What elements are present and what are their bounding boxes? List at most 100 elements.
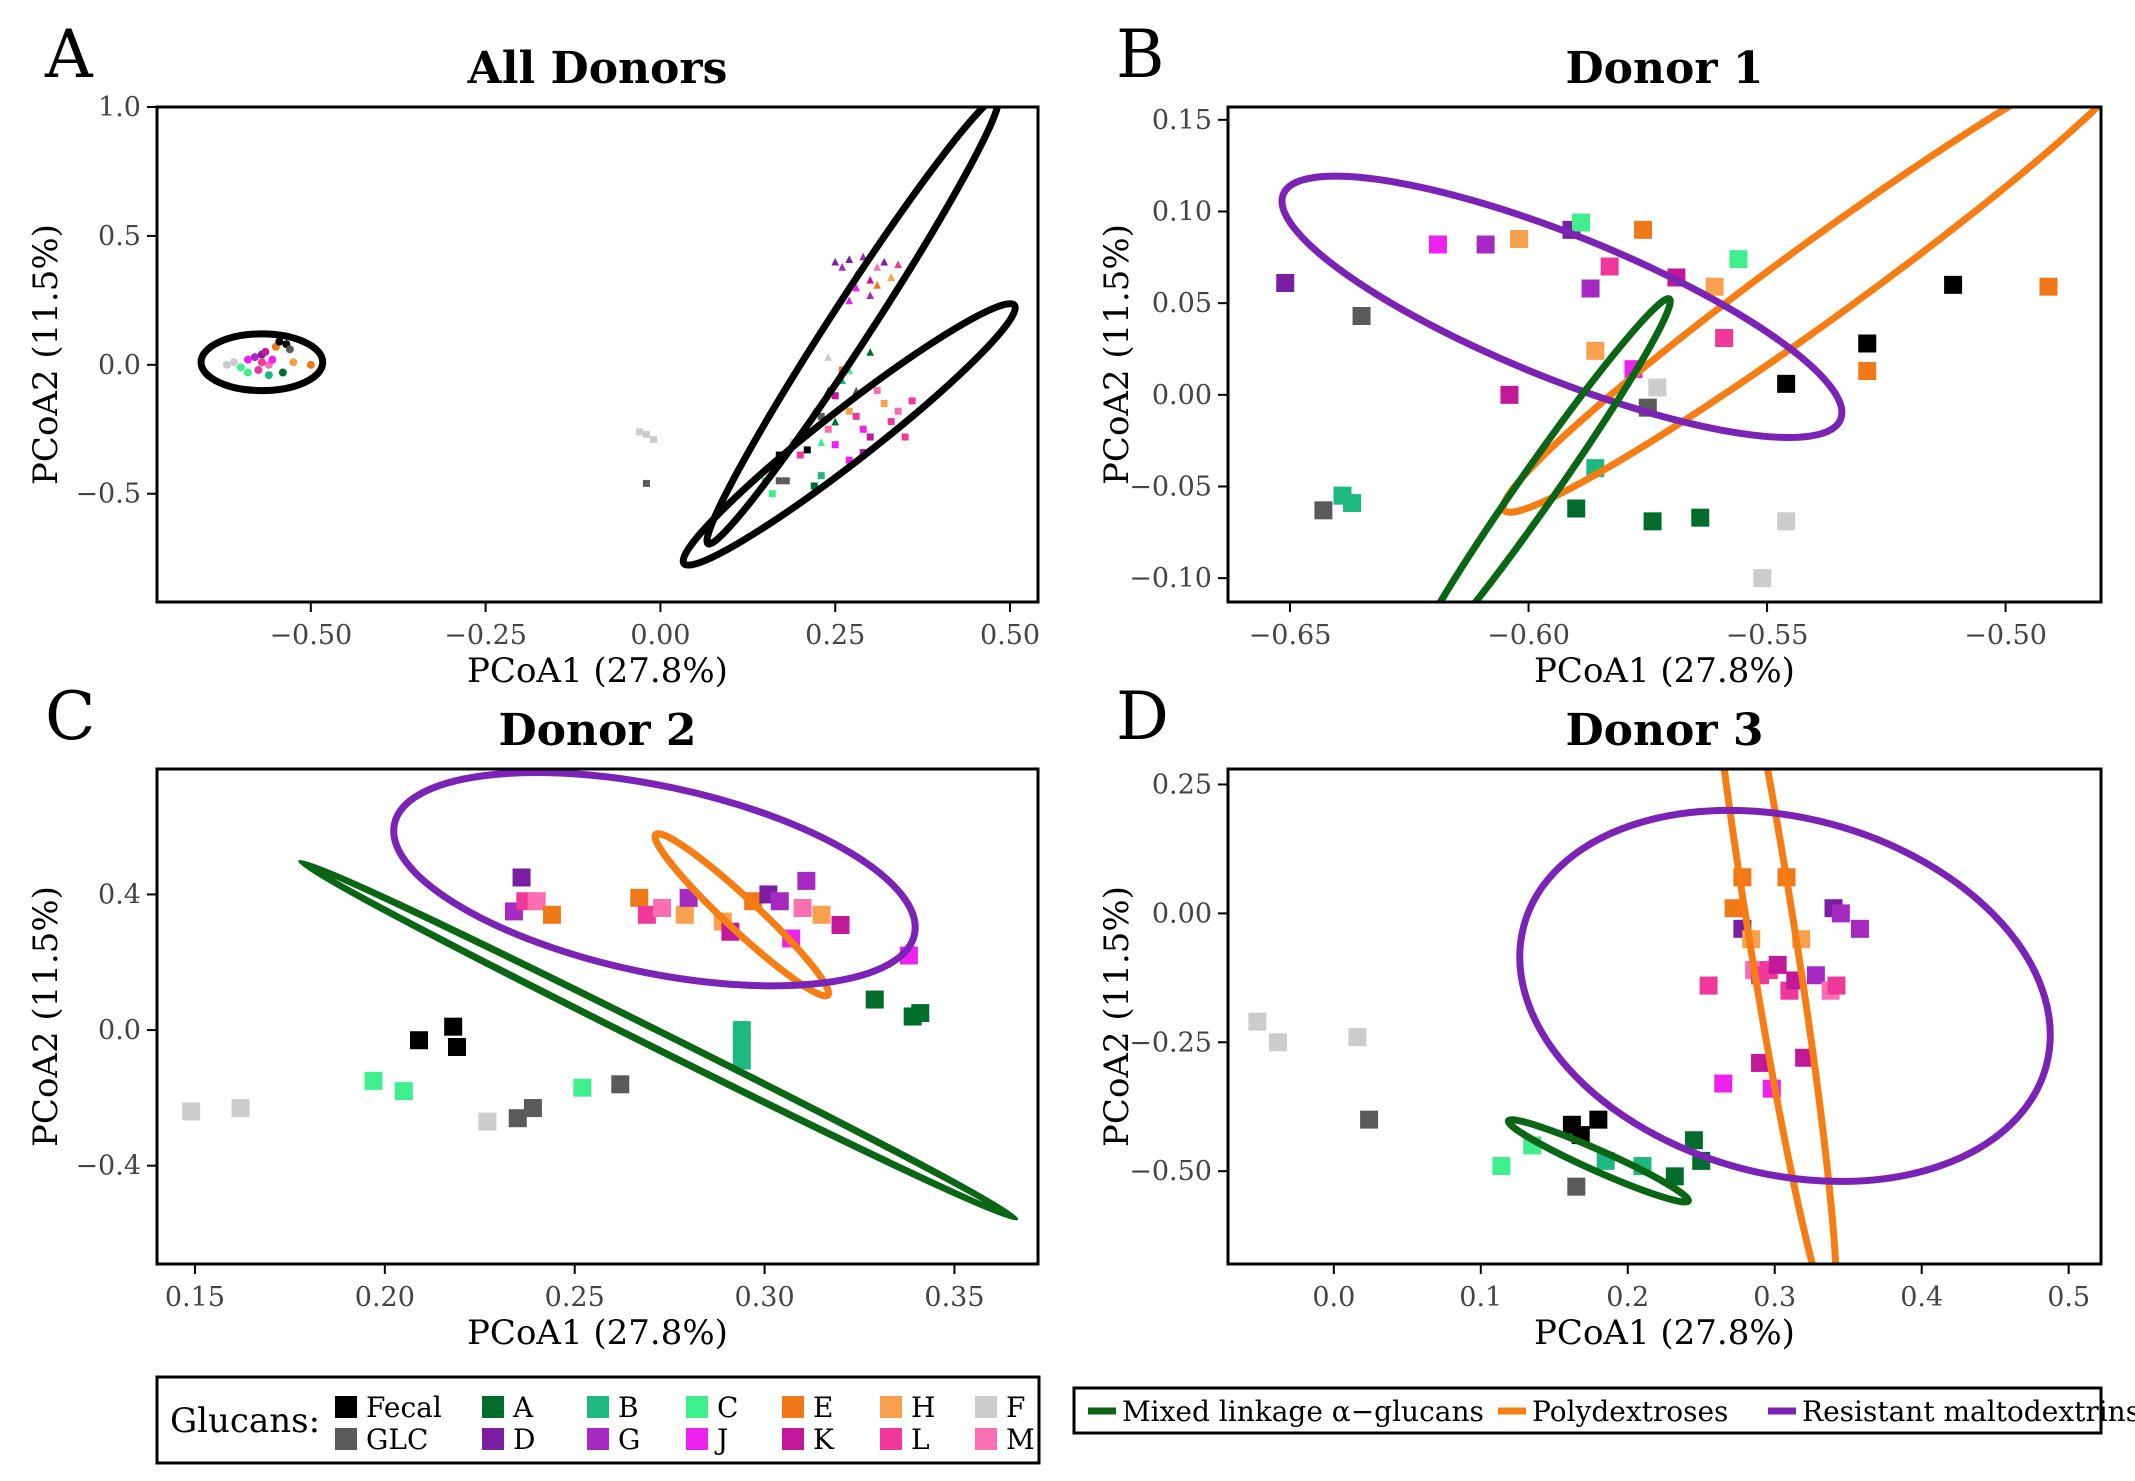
y-tick-label: −0.25 — [1129, 1027, 1212, 1058]
y-tick-label: −0.10 — [1129, 563, 1212, 594]
y-tick-label: −0.5 — [75, 479, 141, 510]
data-point-j — [243, 355, 252, 364]
confidence-ellipse — [1402, 295, 1674, 602]
data-point-d — [845, 255, 854, 263]
data-point-a — [278, 368, 287, 377]
data-point-fecal — [1589, 1110, 1608, 1129]
y-tick-label: 0.10 — [1152, 197, 1212, 228]
legend-swatch — [686, 1396, 708, 1418]
confidence-ellipse — [1504, 1116, 1692, 1206]
data-point-m — [824, 425, 832, 433]
data-point-k — [866, 433, 874, 441]
x-tick-label: −0.25 — [444, 620, 527, 651]
data-point-fecal — [1858, 334, 1877, 353]
data-point-a — [1643, 512, 1662, 531]
data-point-m — [894, 407, 902, 415]
data-point-h — [845, 407, 853, 415]
data-point-c — [573, 1078, 592, 1097]
data-point-fecal — [1944, 275, 1963, 294]
data-point-glc — [775, 477, 783, 485]
panel-c: C Donor 2 0.15 0.20 0.25 0.30 0.35 −0.4 0.0 0.4 PC… — [26, 678, 1040, 1353]
x-tick-label: 0.30 — [735, 1282, 795, 1313]
data-point-l — [1827, 976, 1846, 995]
data-point-a — [866, 348, 875, 356]
data-point-f — [182, 1102, 201, 1121]
x-tick-label: 0.15 — [165, 1282, 225, 1313]
panel-letter: C — [45, 678, 96, 755]
y-tick-label: 0.0 — [98, 1015, 141, 1046]
x-tick-label: 0.4 — [1900, 1282, 1943, 1313]
data-point-g — [797, 871, 816, 890]
confidence-ellipse — [703, 107, 1002, 548]
data-point-c — [768, 490, 776, 498]
x-axis-label: PCoA1 (27.8%) — [467, 1313, 728, 1353]
data-point-a — [1665, 1167, 1684, 1186]
data-point-e — [873, 281, 882, 289]
legend-swatch — [335, 1428, 357, 1450]
y-axis-label: PCoA2 (11.5%) — [26, 886, 66, 1147]
data-point-f — [1348, 1028, 1367, 1047]
groups-legend: Mixed linkage α−glucans Polydextroses Resi… — [1072, 1386, 2135, 1435]
data-point-h — [887, 273, 896, 282]
data-point-g — [770, 892, 789, 911]
legend-swatch — [587, 1396, 609, 1418]
legend-swatch — [482, 1396, 504, 1418]
data-point-glc — [611, 1075, 630, 1094]
legend-label: Mixed linkage α−glucans — [1122, 1395, 1484, 1428]
data-point-m — [653, 899, 672, 918]
data-point-e — [2039, 277, 2058, 296]
legend-label: C — [717, 1391, 738, 1424]
y-tick-label: 0.00 — [1152, 898, 1212, 929]
x-tick-label: 0.1 — [1459, 1282, 1502, 1313]
y-tick-label: −0.50 — [1129, 1156, 1212, 1187]
legend-swatch — [782, 1396, 804, 1418]
legend-label: H — [911, 1391, 935, 1424]
data-point-g — [1831, 904, 1850, 923]
data-point-j — [268, 355, 277, 364]
data-point-g — [1850, 919, 1869, 938]
data-point-l — [257, 358, 266, 367]
x-tick-label: 0.2 — [1606, 1282, 1649, 1313]
data-point-d — [831, 257, 840, 266]
panel-title: Donor 3 — [1566, 705, 1764, 756]
legend-title: Glucans: — [170, 1401, 320, 1441]
data-point-h — [1586, 341, 1605, 360]
confidence-ellipse — [1278, 172, 1846, 441]
data-point-b — [1343, 494, 1362, 512]
y-axis-label: PCoA2 (11.5%) — [1097, 886, 1137, 1147]
data-point-d — [1276, 274, 1295, 292]
data-point-glc — [285, 345, 294, 354]
confidence-ellipse — [1499, 107, 2101, 516]
data-point-c — [364, 1071, 383, 1090]
data-point-h — [812, 905, 831, 924]
data-point-k — [1500, 385, 1519, 404]
data-point-m — [873, 262, 882, 271]
data-point-f — [1777, 512, 1796, 531]
legend-swatch — [975, 1396, 997, 1418]
legend-label: B — [618, 1391, 639, 1424]
data-point-c — [1572, 213, 1591, 232]
data-point-b — [732, 1051, 751, 1070]
confidence-ellipse — [1700, 769, 1840, 1264]
data-point-glc — [1567, 1177, 1586, 1196]
data-point-l — [894, 260, 903, 269]
legend-label: L — [911, 1423, 930, 1456]
legend-swatch — [782, 1428, 804, 1450]
data-point-l — [1699, 976, 1718, 995]
x-tick-label: −0.65 — [1249, 620, 1332, 651]
data-point-glc — [817, 412, 825, 420]
y-tick-label: 0.4 — [98, 879, 141, 910]
data-point-j — [845, 456, 853, 464]
data-point-c — [243, 368, 252, 377]
data-point-f — [222, 360, 231, 369]
data-point-l — [1715, 329, 1734, 347]
data-point-b — [732, 1021, 751, 1040]
data-point-c — [1492, 1157, 1511, 1176]
data-point-g — [1476, 235, 1495, 254]
data-point-e — [1858, 362, 1877, 380]
data-point-f — [642, 430, 650, 438]
data-point-l — [852, 412, 860, 420]
legend-label: Resistant maltodextrins — [1802, 1395, 2135, 1428]
data-point-j — [845, 296, 854, 305]
